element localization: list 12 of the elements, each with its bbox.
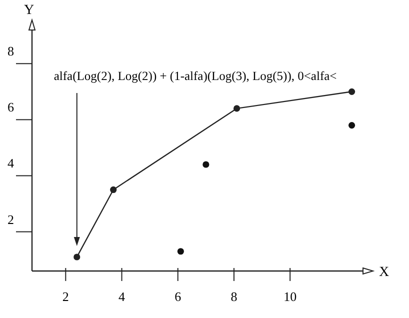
x-tick-label: 4 bbox=[118, 289, 126, 304]
y-tick-label: 4 bbox=[8, 156, 14, 171]
x-tick-label: 8 bbox=[230, 289, 238, 304]
y-tick-label: 2 bbox=[8, 212, 14, 227]
y-tick-label: 8 bbox=[8, 44, 14, 59]
y-tick-label: 6 bbox=[8, 100, 14, 115]
x-tick-label: 6 bbox=[174, 289, 182, 304]
x-tick-label: 2 bbox=[62, 289, 69, 304]
x-tick-label: 10 bbox=[284, 289, 297, 304]
y-axis-title: Y bbox=[24, 3, 34, 18]
x-axis-title: X bbox=[379, 265, 390, 280]
annotation: alfa(Log(2), Log(2)) + (1-alfa)(Log(3), Log(5)), 0<alfa< bbox=[54, 69, 337, 83]
